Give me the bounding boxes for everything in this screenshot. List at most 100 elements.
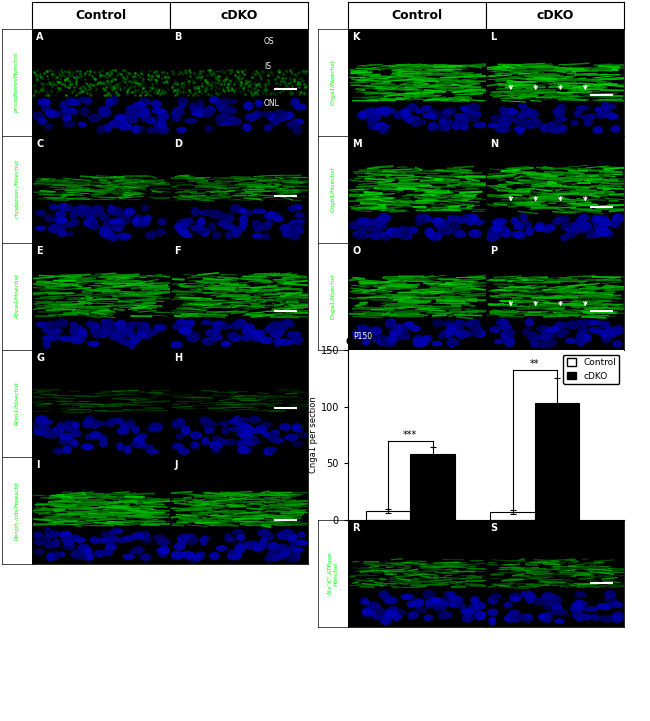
Ellipse shape <box>504 614 515 623</box>
Ellipse shape <box>408 227 417 234</box>
Ellipse shape <box>508 609 520 616</box>
Ellipse shape <box>196 552 205 558</box>
Ellipse shape <box>548 126 562 133</box>
Ellipse shape <box>534 598 542 606</box>
Ellipse shape <box>102 323 112 331</box>
Ellipse shape <box>248 416 261 423</box>
Text: G: G <box>36 353 44 363</box>
Ellipse shape <box>144 444 154 451</box>
Ellipse shape <box>438 113 452 119</box>
Ellipse shape <box>504 337 515 347</box>
Ellipse shape <box>561 223 569 231</box>
Ellipse shape <box>500 111 510 120</box>
Ellipse shape <box>380 617 392 625</box>
Ellipse shape <box>431 340 443 346</box>
Ellipse shape <box>531 122 539 128</box>
Ellipse shape <box>398 109 408 117</box>
Ellipse shape <box>470 329 482 337</box>
Ellipse shape <box>531 337 539 345</box>
Ellipse shape <box>84 433 97 441</box>
Ellipse shape <box>570 604 579 613</box>
Ellipse shape <box>218 107 230 112</box>
Ellipse shape <box>473 218 485 225</box>
Ellipse shape <box>243 333 252 339</box>
Ellipse shape <box>274 337 282 347</box>
Ellipse shape <box>157 218 166 226</box>
Ellipse shape <box>525 318 534 327</box>
Ellipse shape <box>460 124 468 131</box>
Ellipse shape <box>114 233 129 239</box>
Ellipse shape <box>36 322 47 327</box>
Ellipse shape <box>230 549 242 559</box>
Ellipse shape <box>90 205 104 214</box>
Ellipse shape <box>356 228 365 236</box>
Ellipse shape <box>368 233 380 238</box>
Ellipse shape <box>112 207 123 213</box>
Ellipse shape <box>576 216 587 224</box>
Ellipse shape <box>558 609 568 616</box>
Ellipse shape <box>443 320 455 327</box>
Ellipse shape <box>592 215 601 224</box>
Ellipse shape <box>232 416 242 425</box>
Bar <box>410 454 455 520</box>
Ellipse shape <box>447 338 458 347</box>
Ellipse shape <box>103 549 112 557</box>
Ellipse shape <box>461 112 471 121</box>
Ellipse shape <box>203 107 216 113</box>
Ellipse shape <box>111 221 125 230</box>
Ellipse shape <box>397 609 406 615</box>
Ellipse shape <box>428 232 443 241</box>
Ellipse shape <box>75 325 84 335</box>
Ellipse shape <box>422 112 436 119</box>
Ellipse shape <box>90 431 102 439</box>
Ellipse shape <box>558 116 567 122</box>
Ellipse shape <box>488 122 499 128</box>
Ellipse shape <box>261 533 274 541</box>
Ellipse shape <box>185 319 195 326</box>
Ellipse shape <box>525 227 534 236</box>
Ellipse shape <box>384 613 393 619</box>
Ellipse shape <box>280 224 292 232</box>
Ellipse shape <box>101 319 109 326</box>
Ellipse shape <box>49 429 62 435</box>
Ellipse shape <box>289 223 303 230</box>
Ellipse shape <box>404 114 415 123</box>
Ellipse shape <box>294 336 302 345</box>
Ellipse shape <box>111 528 124 534</box>
Text: Control: Control <box>75 9 127 22</box>
Ellipse shape <box>439 227 449 234</box>
Ellipse shape <box>234 544 246 553</box>
Ellipse shape <box>515 222 525 230</box>
Ellipse shape <box>594 107 603 112</box>
Ellipse shape <box>267 115 277 121</box>
Ellipse shape <box>154 326 165 332</box>
Text: Cnga1/Hoechst: Cnga1/Hoechst <box>330 60 335 105</box>
Ellipse shape <box>288 538 297 545</box>
Ellipse shape <box>278 533 291 540</box>
Ellipse shape <box>497 126 510 133</box>
Ellipse shape <box>124 110 135 116</box>
Ellipse shape <box>521 616 534 623</box>
Ellipse shape <box>173 107 185 115</box>
Ellipse shape <box>266 325 275 332</box>
Ellipse shape <box>453 216 463 221</box>
Ellipse shape <box>157 539 170 544</box>
Ellipse shape <box>474 611 486 621</box>
Ellipse shape <box>434 221 445 229</box>
Ellipse shape <box>99 439 108 448</box>
Ellipse shape <box>285 230 296 236</box>
Ellipse shape <box>541 227 552 233</box>
Ellipse shape <box>103 221 112 228</box>
Ellipse shape <box>610 614 623 623</box>
Ellipse shape <box>376 221 387 229</box>
Ellipse shape <box>415 218 423 226</box>
Ellipse shape <box>174 223 183 231</box>
Ellipse shape <box>287 331 301 337</box>
Text: P: P <box>490 246 497 256</box>
Ellipse shape <box>222 324 232 329</box>
Ellipse shape <box>53 448 64 455</box>
Ellipse shape <box>105 543 117 552</box>
Ellipse shape <box>170 111 181 117</box>
Ellipse shape <box>218 98 231 104</box>
Ellipse shape <box>73 554 87 559</box>
